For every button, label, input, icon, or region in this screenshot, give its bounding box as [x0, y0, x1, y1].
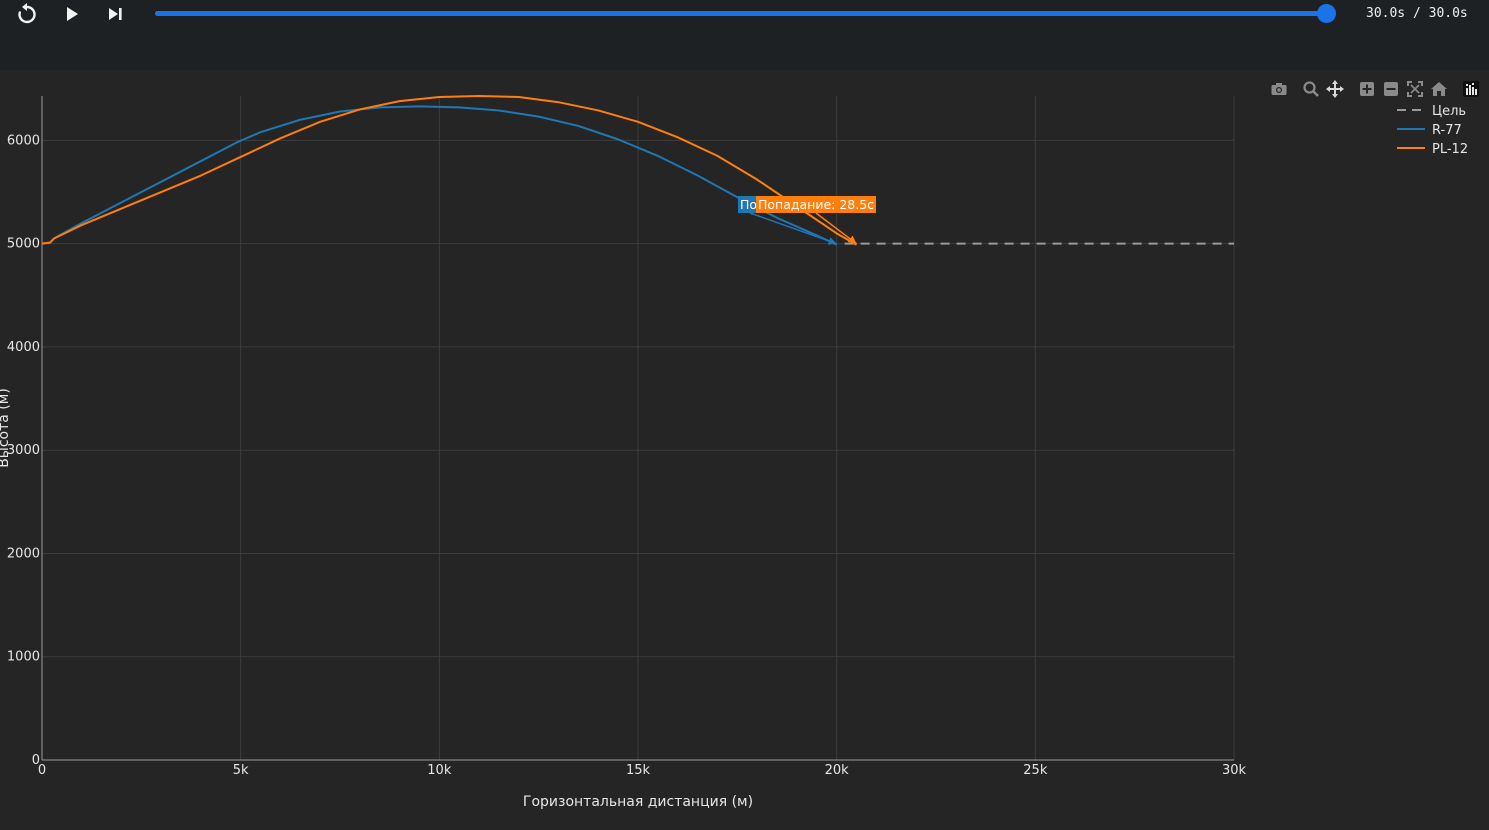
y-tick-label: 0	[32, 753, 40, 768]
zoom-button[interactable]	[1302, 80, 1320, 98]
grid-lines	[42, 96, 1235, 760]
annotation-arrow	[815, 212, 857, 245]
y-axis-title: Высота (м)	[0, 388, 12, 468]
annotation-label: По	[740, 197, 757, 212]
x-tick-label: 5k	[233, 763, 249, 778]
zoom-in-button[interactable]	[1358, 80, 1376, 98]
zoom-icon	[1303, 81, 1319, 97]
y-tick-label: 2000	[7, 546, 40, 561]
reset-axes-button[interactable]	[1430, 80, 1448, 98]
zoom-out-button[interactable]	[1382, 80, 1400, 98]
time-slider-thumb[interactable]	[1317, 4, 1336, 23]
annotations: По Попадание: 28.5с	[738, 196, 876, 245]
legend: Цель R-77 PL-12	[1397, 104, 1468, 157]
annotation-arrowhead	[827, 237, 837, 245]
plotly-logo-icon	[1463, 81, 1479, 97]
y-tick-label: 6000	[7, 133, 40, 148]
pan-icon	[1326, 80, 1344, 98]
y-tick-label: 4000	[7, 340, 40, 355]
y-tick-label: 3000	[7, 443, 40, 458]
axes: 0 5k 10k 15k 20k 25k 30k 0 1000 2000 3000 4000 5000 6…	[7, 96, 1247, 778]
autoscale-button[interactable]	[1406, 80, 1424, 98]
y-tick-label: 5000	[7, 237, 40, 252]
skip-to-end-button[interactable]	[104, 3, 128, 25]
annotation-arrow	[749, 212, 837, 245]
x-tick-label: 25k	[1023, 763, 1048, 778]
autoscale-icon	[1407, 81, 1423, 97]
restart-button[interactable]	[15, 3, 39, 25]
time-readout: 30.0s / 30.0s	[1366, 6, 1468, 21]
annotation-arrowhead	[847, 235, 857, 244]
time-slider-fill	[155, 11, 1327, 16]
zoom-in-icon	[1360, 82, 1374, 96]
animation-controls: 30.0s / 30.0s	[0, 0, 1489, 30]
x-tick-label: 0	[38, 763, 46, 778]
plot-container: 0 5k 10k 15k 20k 25k 30k 0 1000 2000 3000 4000 5000 6…	[0, 30, 1489, 830]
play-button[interactable]	[60, 3, 84, 25]
legend-item-label[interactable]: PL-12	[1432, 142, 1468, 157]
play-icon	[67, 7, 78, 21]
time-slider[interactable]	[155, 4, 1336, 23]
x-tick-label: 15k	[626, 763, 651, 778]
legend-item-label[interactable]: Цель	[1432, 104, 1466, 119]
traces	[41, 95, 1234, 246]
x-tick-label: 30k	[1222, 763, 1247, 778]
zoom-out-icon	[1384, 82, 1398, 96]
annotation-label: Попадание: 28.5с	[758, 197, 874, 212]
trace-R-77	[41, 105, 838, 246]
reset-axes-icon	[1431, 82, 1447, 96]
restart-icon	[18, 3, 36, 24]
plotly-logo-link[interactable]	[1462, 80, 1480, 98]
y-tick-label: 1000	[7, 650, 40, 665]
trajectory-chart: 0 5k 10k 15k 20k 25k 30k 0 1000 2000 3000 4000 5000 6…	[0, 95, 1468, 810]
camera-icon	[1271, 83, 1287, 95]
skip-to-end-icon	[109, 8, 122, 20]
x-tick-label: 20k	[825, 763, 850, 778]
x-axis-title: Горизонтальная дистанция (м)	[523, 794, 753, 810]
annotation-label-box	[756, 196, 876, 213]
x-tick-label: 10k	[427, 763, 452, 778]
pan-button[interactable]	[1326, 80, 1344, 98]
download-png-button[interactable]	[1270, 80, 1288, 98]
trace-PL-12	[41, 95, 858, 246]
legend-item-label[interactable]: R-77	[1432, 123, 1462, 138]
